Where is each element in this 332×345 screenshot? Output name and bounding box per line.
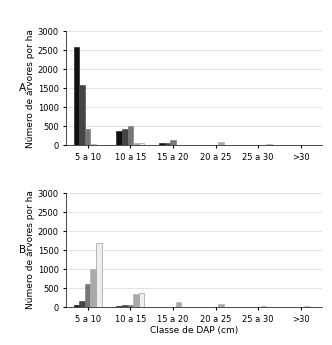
Bar: [139, 293, 144, 307]
Bar: [79, 301, 85, 307]
Bar: [218, 304, 224, 307]
Bar: [139, 143, 144, 145]
Y-axis label: Número de árvores por ha: Número de árvores por ha: [26, 190, 35, 309]
Bar: [133, 294, 139, 307]
Bar: [122, 129, 127, 145]
Bar: [85, 284, 91, 307]
Bar: [159, 143, 165, 145]
Legend: 4 anos, 7 anos, 10 anos, 15 anos, 19 anos: 4 anos, 7 anos, 10 anos, 15 anos, 19 ano…: [82, 0, 307, 3]
Bar: [170, 140, 176, 145]
Bar: [133, 143, 139, 145]
Bar: [165, 142, 170, 145]
X-axis label: Classe de DAP (cm): Classe de DAP (cm): [150, 326, 238, 335]
Bar: [122, 305, 127, 307]
Bar: [117, 131, 122, 145]
Bar: [267, 144, 272, 145]
Bar: [176, 302, 181, 307]
Bar: [303, 306, 309, 307]
Bar: [91, 269, 96, 307]
Bar: [261, 306, 267, 307]
Bar: [127, 127, 133, 145]
Bar: [117, 306, 122, 307]
Text: A: A: [19, 83, 27, 93]
Bar: [218, 142, 224, 145]
Bar: [79, 86, 85, 145]
Bar: [74, 47, 79, 145]
Bar: [127, 305, 133, 307]
Bar: [91, 144, 96, 145]
Bar: [74, 305, 79, 307]
Text: B: B: [19, 245, 27, 255]
Bar: [85, 129, 91, 145]
Y-axis label: Número de árvores por ha: Número de árvores por ha: [26, 29, 35, 148]
Bar: [96, 243, 102, 307]
